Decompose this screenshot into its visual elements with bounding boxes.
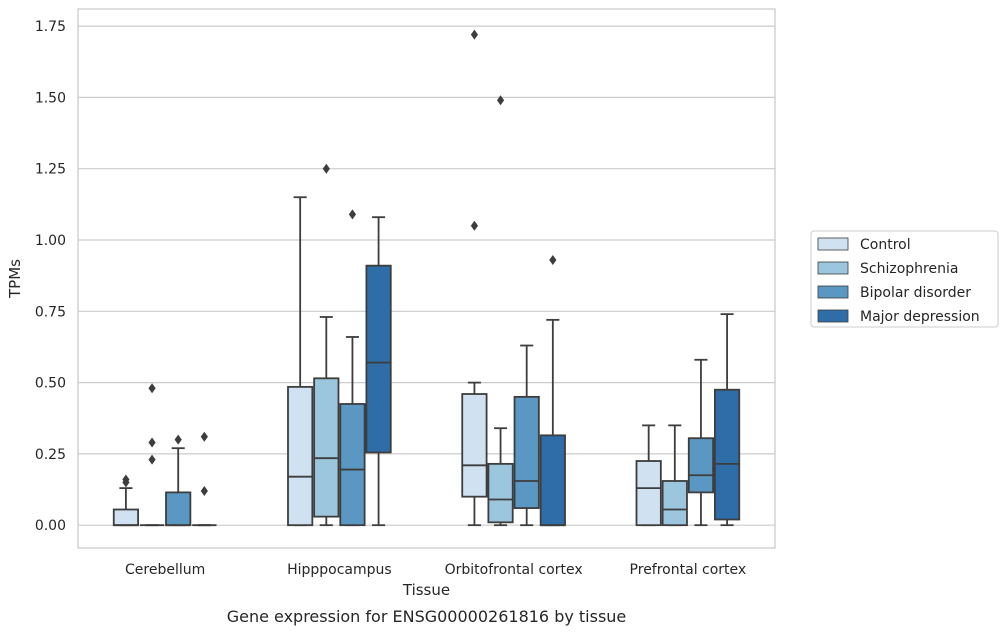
- legend-label: Major depression: [860, 309, 980, 325]
- y-tick-label: 1.00: [35, 233, 66, 249]
- box-body: [165, 491, 192, 527]
- box: [461, 29, 488, 527]
- y-tick-label: 1.25: [35, 162, 66, 178]
- box: [487, 95, 514, 527]
- plot-area: [77, 8, 776, 549]
- legend-label: Bipolar disorder: [860, 285, 971, 301]
- outlier-point: [470, 220, 479, 231]
- box: [661, 424, 688, 527]
- y-tick-label: 1.75: [35, 19, 66, 35]
- chart-caption: Gene expression for ENSG00000261816 by t…: [227, 607, 627, 626]
- box: [313, 163, 340, 527]
- legend-swatch: [817, 237, 849, 251]
- box: [287, 196, 314, 527]
- box-body: [714, 388, 741, 521]
- box-body: [635, 460, 662, 527]
- box-body: [687, 437, 715, 494]
- outlier-point: [148, 454, 156, 465]
- x-tick-label: Cerebellum: [125, 562, 205, 578]
- x-tick-label: Prefrontal cortex: [630, 562, 747, 578]
- outlier-point: [470, 29, 479, 40]
- outlier-point: [348, 209, 357, 220]
- outlier-point: [549, 254, 557, 265]
- box-body: [112, 508, 139, 527]
- box: [139, 383, 165, 527]
- legend-swatch: [817, 285, 849, 299]
- legend-frame: [810, 230, 999, 328]
- outlier-point: [322, 163, 330, 174]
- x-axis-title: Tissue: [402, 581, 450, 599]
- legend-label: Schizophrenia: [860, 261, 958, 277]
- legend-swatch: [817, 261, 849, 275]
- y-tick-label: 0.00: [35, 518, 66, 534]
- outlier-point: [200, 431, 208, 442]
- box: [192, 431, 217, 527]
- legend-swatch: [817, 309, 849, 323]
- box: [365, 216, 392, 527]
- outlier-point: [496, 95, 505, 106]
- outlier-point: [200, 485, 208, 496]
- box: [112, 474, 139, 527]
- box-body: [661, 480, 688, 527]
- legend-label: Control: [860, 237, 911, 253]
- outlier-point: [174, 434, 182, 445]
- box-body: [539, 434, 566, 527]
- box-body: [339, 403, 366, 527]
- outlier-point: [122, 474, 130, 485]
- y-axis-title: TPMs: [6, 259, 24, 299]
- box: [687, 358, 715, 527]
- outlier-point: [148, 383, 156, 394]
- box: [635, 424, 662, 527]
- box: [513, 344, 540, 527]
- box-body: [513, 395, 540, 509]
- legend: Control Schizophrenia Bipolar disorder Majo…: [810, 230, 999, 328]
- x-axis-ticks: Cerebellum Hipppocampus Orbitofrontal cort…: [125, 562, 746, 578]
- box-body: [461, 393, 488, 498]
- box-series: [112, 29, 741, 527]
- box-body: [287, 385, 314, 527]
- y-tick-label: 0.75: [35, 304, 66, 320]
- y-axis-ticks: 0.00 0.25 0.50 0.75 1.00 1.25 1.50 1.75: [35, 19, 66, 534]
- x-tick-label: Hipppocampus: [287, 562, 392, 578]
- outlier-point: [148, 437, 156, 448]
- box: [165, 434, 192, 527]
- box: [339, 209, 366, 527]
- y-tick-label: 1.50: [35, 90, 66, 106]
- x-tick-label: Orbitofrontal cortex: [445, 562, 583, 578]
- box-body: [487, 462, 514, 524]
- y-tick-label: 0.25: [35, 447, 66, 463]
- box: [539, 254, 566, 527]
- box-body: [313, 377, 340, 518]
- box: [714, 313, 741, 527]
- box-body: [365, 264, 392, 454]
- y-tick-label: 0.50: [35, 376, 66, 392]
- grid-lines: [78, 25, 775, 526]
